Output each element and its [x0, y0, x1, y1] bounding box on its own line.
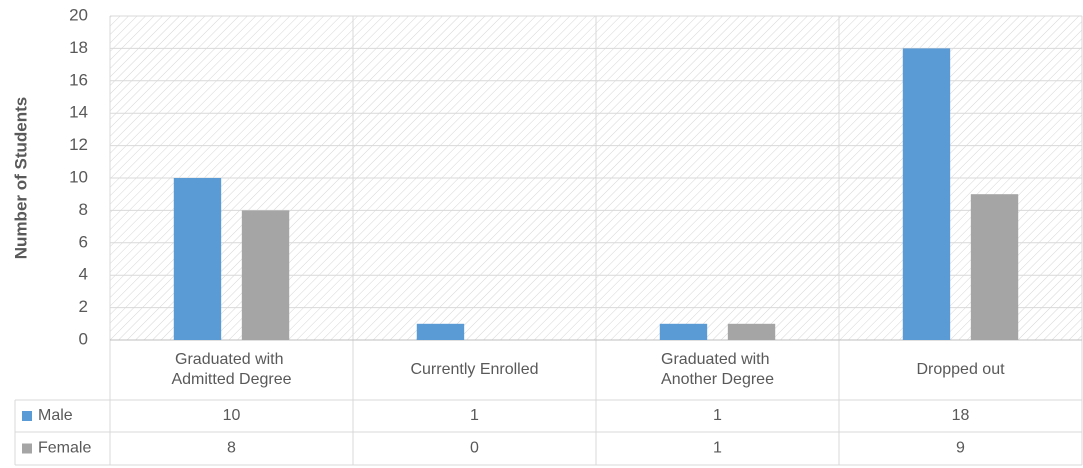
y-tick-label: 18: [69, 38, 88, 57]
bar: [241, 210, 290, 340]
y-tick-label: 8: [79, 200, 88, 219]
y-axis-title: Number of Students: [11, 97, 30, 259]
table-value: 1: [713, 407, 722, 424]
table-value: 1: [470, 407, 479, 424]
y-tick-label: 10: [69, 167, 88, 186]
table-value: 10: [223, 407, 241, 424]
bar: [173, 178, 222, 340]
table-value: 9: [956, 440, 965, 457]
x-tick-label: Currently Enrolled: [410, 361, 538, 378]
y-tick-label: 20: [69, 5, 88, 24]
legend-swatch: [22, 411, 32, 421]
x-tick-label: Dropped out: [916, 361, 1005, 378]
bar: [416, 323, 465, 340]
x-tick-label: Graduated with Another Degree: [661, 351, 774, 388]
y-tick-label: 0: [79, 329, 88, 348]
legend-label: Female: [38, 440, 91, 457]
y-tick-label: 4: [79, 265, 88, 284]
bar: [659, 323, 708, 340]
y-tick-label: 2: [79, 297, 88, 316]
table-value: 18: [952, 407, 970, 424]
bar: [970, 194, 1019, 340]
y-tick-label: 12: [69, 135, 88, 154]
y-tick-label: 14: [69, 103, 88, 122]
legend-swatch: [22, 443, 32, 454]
bar: [902, 48, 951, 341]
bar: [727, 323, 776, 340]
table-value: 0: [470, 440, 479, 457]
table-value: 8: [227, 440, 236, 457]
table-value: 1: [713, 440, 722, 457]
y-tick-label: 16: [69, 70, 88, 89]
x-tick-label: Graduated with Admitted Degree: [171, 351, 291, 388]
legend-label: Male: [38, 407, 73, 424]
y-tick-label: 6: [79, 232, 88, 251]
